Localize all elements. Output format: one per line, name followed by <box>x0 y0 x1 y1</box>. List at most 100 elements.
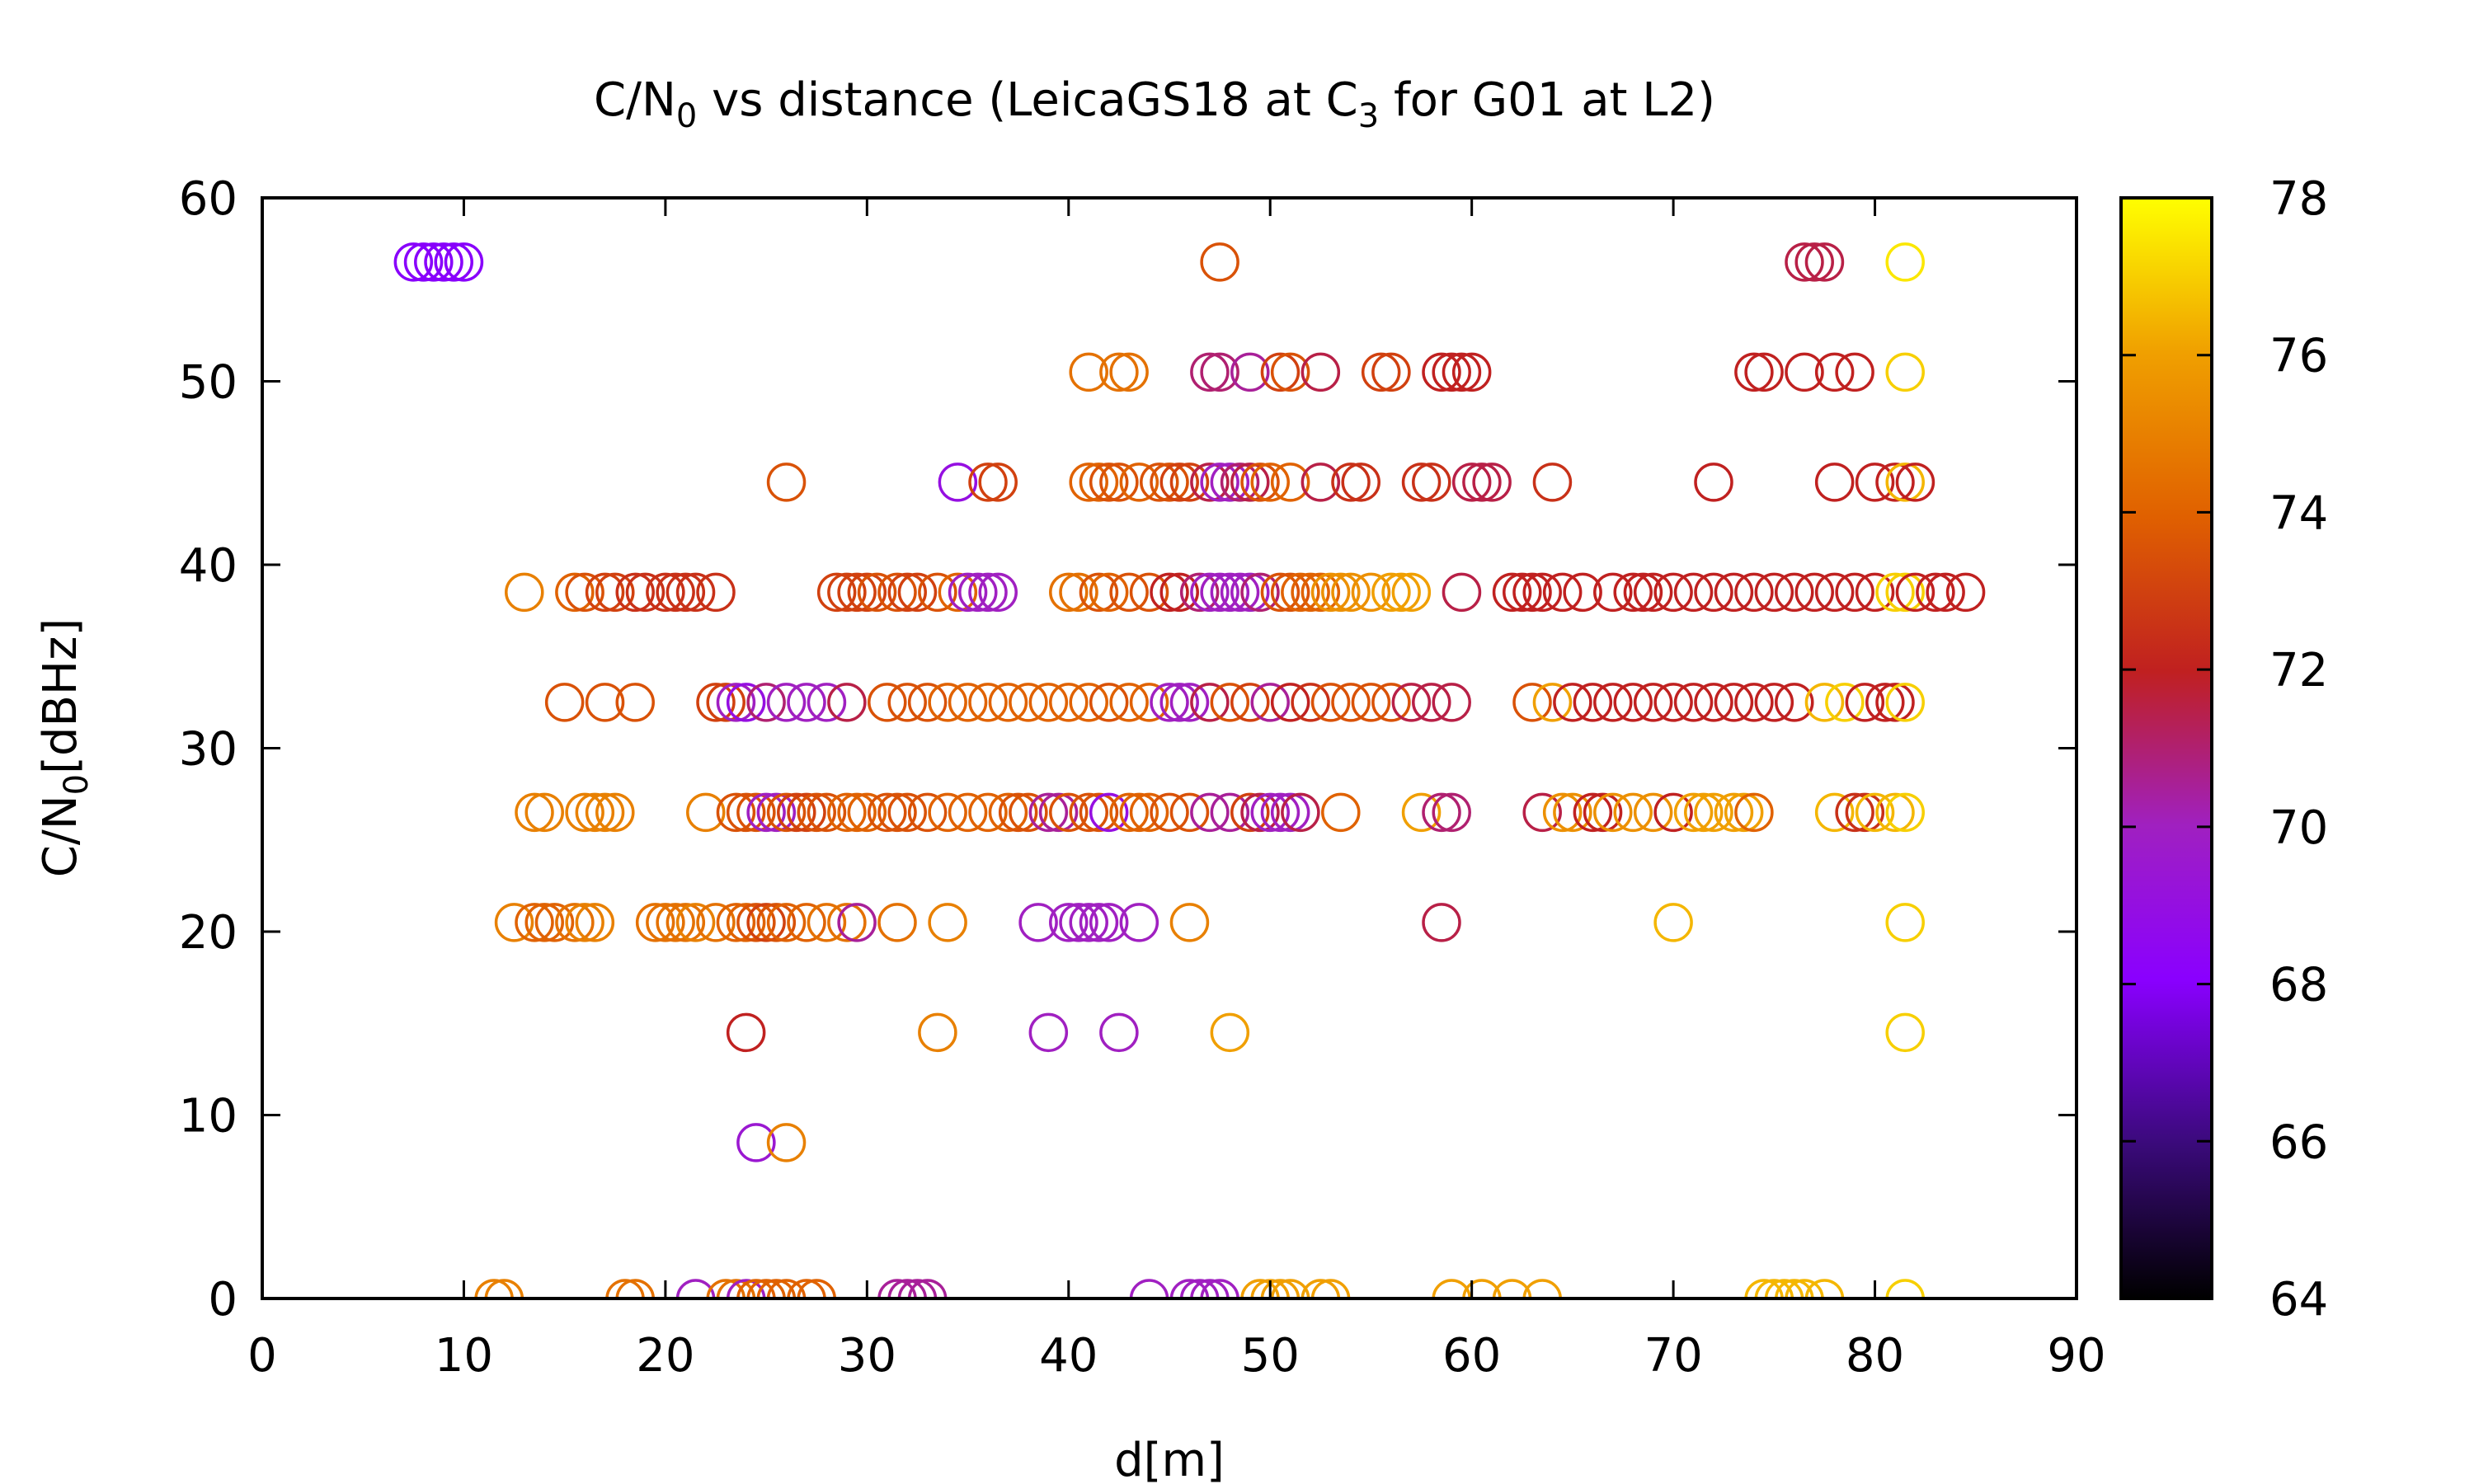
data-point <box>1401 792 1442 833</box>
data-point <box>1150 572 1189 613</box>
data-point <box>1069 903 1108 942</box>
data-point <box>1734 352 1774 392</box>
data-point <box>1593 683 1633 722</box>
data-point <box>1875 463 1915 502</box>
data-point <box>1432 792 1471 833</box>
data-point <box>1694 572 1733 613</box>
data-point <box>1331 683 1371 722</box>
data-point <box>978 572 1018 613</box>
data-point <box>1522 792 1562 833</box>
data-point <box>918 1012 957 1053</box>
data-point <box>716 683 756 722</box>
data-point <box>1220 463 1260 502</box>
data-point <box>1855 792 1895 833</box>
data-point <box>1422 792 1461 833</box>
data-point <box>1503 572 1542 613</box>
data-point <box>1472 463 1512 502</box>
title-part: C/N <box>594 73 676 127</box>
data-point <box>1200 1279 1239 1298</box>
data-point <box>716 1279 756 1298</box>
data-point <box>544 683 585 722</box>
data-point <box>1422 352 1461 392</box>
data-point <box>847 792 887 833</box>
x-tick-label: 10 <box>435 1329 493 1383</box>
data-point <box>1794 242 1834 282</box>
data-point <box>1240 463 1280 502</box>
data-point <box>1794 572 1834 613</box>
data-point <box>1089 903 1129 942</box>
data-point <box>1129 792 1169 833</box>
data-point <box>1754 1279 1794 1298</box>
data-point <box>726 903 766 942</box>
data-point <box>868 683 907 722</box>
data-point <box>897 572 938 613</box>
data-point <box>585 792 625 833</box>
y-tick-label: 60 <box>179 172 238 226</box>
x-tick-label: 0 <box>247 1329 277 1383</box>
data-point <box>1573 792 1613 833</box>
data-point <box>1814 572 1855 613</box>
data-point <box>1200 572 1239 613</box>
data-point <box>958 572 998 613</box>
y-tick-label: 10 <box>179 1090 238 1144</box>
data-point <box>1210 683 1250 722</box>
data-point <box>1775 1279 1814 1298</box>
data-point <box>736 792 776 833</box>
data-point <box>1049 572 1089 613</box>
data-point <box>1422 903 1461 942</box>
data-point <box>675 1279 716 1298</box>
data-point <box>1150 463 1189 502</box>
data-point <box>1451 463 1492 502</box>
data-point <box>1875 683 1915 722</box>
data-point <box>1049 903 1089 942</box>
data-point <box>1613 572 1653 613</box>
data-point <box>1190 463 1230 502</box>
data-point <box>1412 463 1451 502</box>
data-point <box>1532 463 1573 502</box>
data-point <box>1260 352 1300 392</box>
data-point <box>857 572 897 613</box>
data-point <box>656 903 695 942</box>
data-point <box>424 242 463 282</box>
data-point <box>585 572 625 613</box>
data-point <box>1764 1279 1804 1298</box>
data-point <box>515 903 554 942</box>
data-point <box>1169 792 1210 833</box>
data-point <box>1159 683 1199 722</box>
data-point <box>434 242 473 282</box>
data-point <box>1613 792 1653 833</box>
data-point <box>1371 352 1411 392</box>
data-point <box>1371 683 1411 722</box>
data-point <box>1119 903 1159 942</box>
data-point <box>837 792 877 833</box>
data-point <box>393 242 434 282</box>
data-point <box>868 792 907 833</box>
data-point <box>907 792 948 833</box>
data-point <box>1069 463 1108 502</box>
y-tick-label: 50 <box>179 356 238 410</box>
data-point <box>847 572 887 613</box>
data-point <box>1291 572 1330 613</box>
data-point <box>1270 352 1310 392</box>
data-point <box>1633 792 1673 833</box>
data-point <box>746 1279 786 1298</box>
data-point <box>565 903 604 942</box>
data-point <box>1270 572 1310 613</box>
data-point <box>1432 1279 1471 1298</box>
data-point <box>1512 683 1552 722</box>
data-point <box>1885 1012 1925 1053</box>
data-point <box>1109 352 1149 392</box>
data-point <box>565 792 604 833</box>
data-point <box>938 572 978 613</box>
data-point <box>1945 572 1986 613</box>
data-point <box>595 572 635 613</box>
data-point <box>887 572 927 613</box>
y-axis: 0 10 20 30 40 50 60 <box>179 172 2077 1327</box>
data-point <box>1754 572 1794 613</box>
data-point <box>706 1279 745 1298</box>
data-point <box>1361 352 1401 392</box>
y-axis-label: C/N0[dBHz] <box>34 618 96 877</box>
data-point <box>555 572 595 613</box>
data-point <box>1270 792 1310 833</box>
colorbar-tick-label: 74 <box>2269 486 2328 540</box>
